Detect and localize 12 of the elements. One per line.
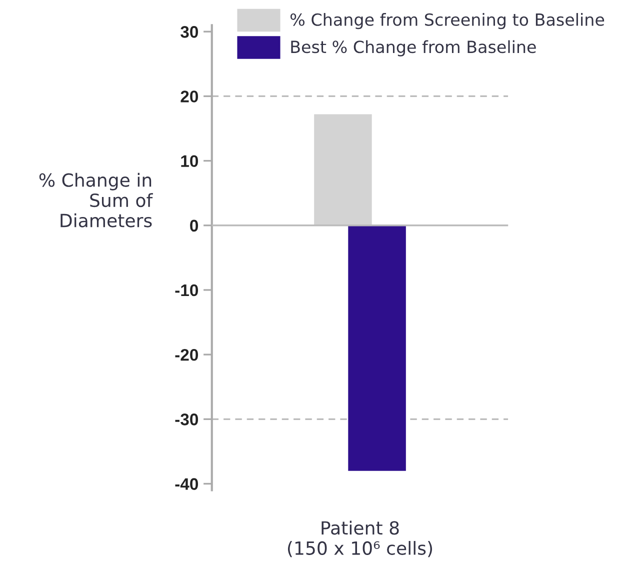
y-axis-title: % Change in Sum of Diameters bbox=[39, 172, 153, 228]
legend-label: % Change from Screening to Baseline bbox=[290, 13, 604, 30]
legend-label: Best % Change from Baseline bbox=[291, 40, 536, 56]
x-tick-label: Patient 8 (150 x 10⁶ cells) bbox=[288, 520, 432, 558]
y-tick-label: 30 bbox=[180, 26, 198, 38]
y-tick-label: -10 bbox=[175, 284, 198, 296]
y-tick-label: 10 bbox=[181, 155, 198, 168]
y-tick-label: -30 bbox=[175, 414, 198, 426]
y-tick-label: 0 bbox=[190, 220, 198, 232]
y-tick-label: -40 bbox=[175, 478, 198, 490]
y-tick-label: -20 bbox=[175, 348, 198, 361]
y-tick-label: 20 bbox=[180, 90, 198, 102]
